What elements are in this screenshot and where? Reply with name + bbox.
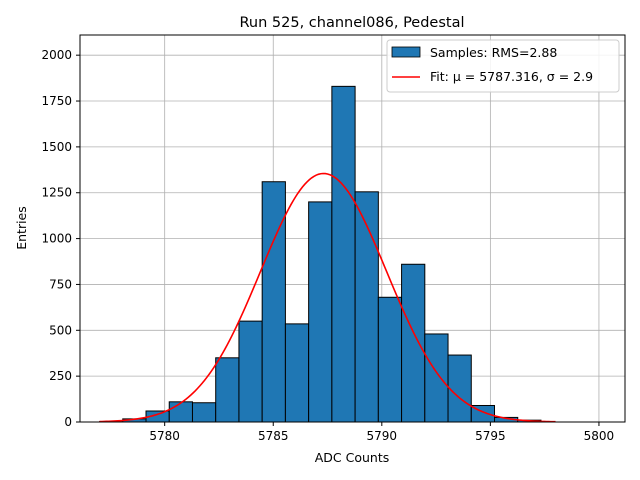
plot-frame bbox=[79, 34, 626, 423]
histogram-bar bbox=[284, 323, 310, 423]
legend: Samples: RMS=2.88 Fit: μ = 5787.316, σ =… bbox=[386, 39, 620, 93]
y-axis-label: Entries bbox=[14, 206, 29, 250]
y-tick-label: 1250 bbox=[41, 186, 72, 200]
x-tick-label: 5780 bbox=[149, 429, 180, 443]
histogram-bar bbox=[447, 354, 472, 423]
y-tick-label: 500 bbox=[49, 323, 72, 337]
y-tick-label: 0 bbox=[64, 415, 72, 429]
y-tick-label: 750 bbox=[49, 277, 72, 291]
x-tick-label: 5785 bbox=[258, 429, 289, 443]
histogram-bar bbox=[168, 401, 193, 423]
histogram-bar bbox=[401, 263, 426, 423]
histogram-bar bbox=[191, 402, 217, 423]
x-axis-ticks: 5780 5785 5790 5795 5800 bbox=[149, 422, 614, 443]
histogram-bar bbox=[424, 333, 449, 423]
histogram-bar bbox=[308, 201, 333, 423]
y-tick-label: 1500 bbox=[41, 140, 72, 154]
histogram-bar bbox=[261, 181, 286, 423]
y-tick-label: 2000 bbox=[41, 48, 72, 62]
histogram-bar bbox=[238, 320, 263, 423]
legend-swatch-samples bbox=[391, 46, 421, 58]
x-tick-label: 5795 bbox=[475, 429, 506, 443]
histogram-bar bbox=[377, 296, 403, 423]
chart-title: Run 525, channel086, Pedestal bbox=[239, 15, 464, 31]
y-tick-label: 1000 bbox=[41, 232, 72, 246]
x-tick-label: 5800 bbox=[584, 429, 615, 443]
y-tick-label: 250 bbox=[49, 369, 72, 383]
histogram-bar bbox=[331, 85, 356, 423]
histogram-bar bbox=[215, 357, 240, 423]
legend-label-fit: Fit: μ = 5787.316, σ = 2.9 bbox=[430, 69, 593, 84]
y-tick-label: 1750 bbox=[41, 94, 72, 108]
x-tick-label: 5790 bbox=[367, 429, 398, 443]
histogram-bars bbox=[99, 85, 542, 423]
gaussian-fit-curve bbox=[99, 172, 556, 423]
legend-label-samples: Samples: RMS=2.88 bbox=[430, 45, 557, 60]
fit-curve-layer bbox=[99, 172, 556, 423]
legend-box bbox=[386, 39, 620, 93]
x-axis-label: ADC Counts bbox=[315, 450, 390, 465]
y-axis-ticks: 0 250 500 750 1000 1250 1500 1750 2000 bbox=[41, 48, 80, 429]
